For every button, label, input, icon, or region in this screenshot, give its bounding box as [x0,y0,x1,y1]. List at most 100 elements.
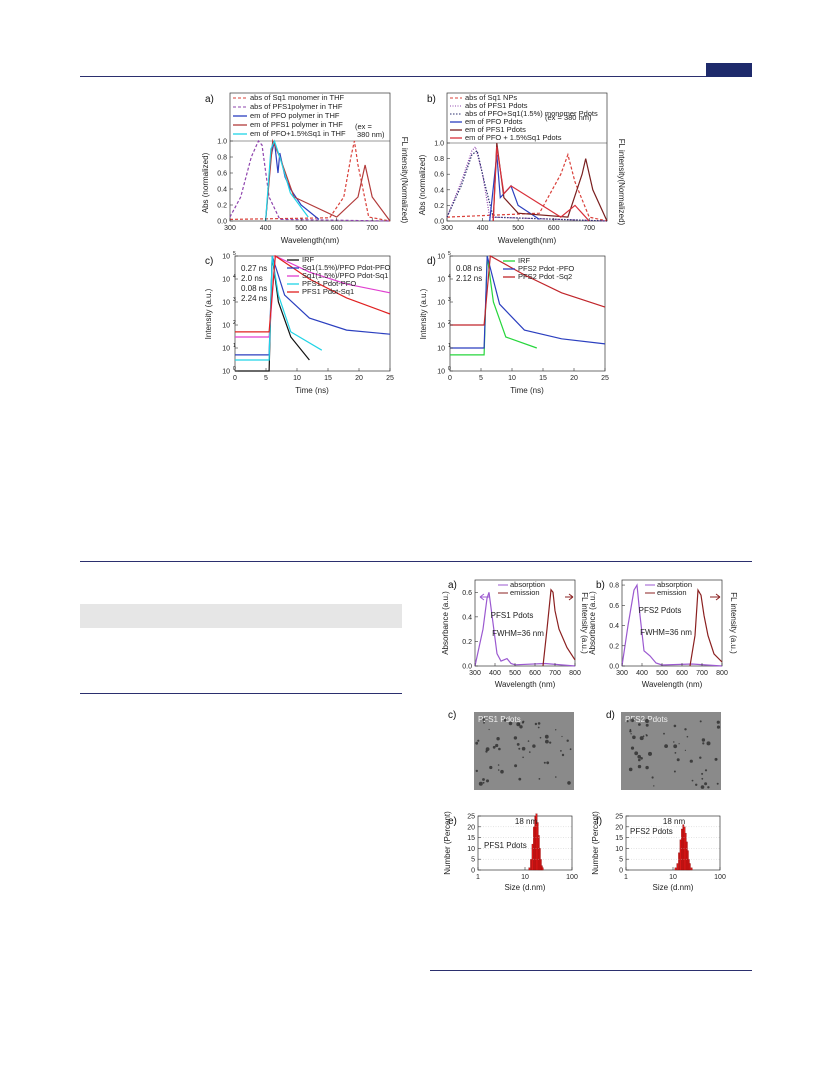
ytick-exp: 1 [233,343,236,349]
hist-e-title: PFS1 Pdots [484,841,527,850]
legend-a-0: abs of Sq1 monomer in THF [250,93,344,102]
legend-d-2: PFS2 Pdot -Sq2 [518,272,572,281]
spec-b-legend-0: absorption [657,580,692,589]
series-a-0 [229,140,391,222]
hist-bar [541,867,544,871]
xtick-label: 500 [512,225,524,232]
spec-b-xticks: 300 400 500 600 700 800 [616,663,728,677]
ytick-label: 0.0 [609,664,619,671]
series-d-0 [450,255,538,356]
spec-a-label: a) [448,580,457,591]
panel-d-xlabel: Time (ns) [510,386,544,395]
legend-b-5: em of PFO + 1.5%Sq1 Pdots [465,133,562,142]
lifetime-c-2: 0.08 ns [241,284,267,293]
ytick-label: 0 [619,868,623,875]
hist-f-ylabel: Number (Percent) [591,811,600,875]
ytick-label: 0.0 [434,219,444,226]
spec-a-ylabel-right: FL intensity (a.u.) [580,592,589,654]
tem-d-label: d) [606,710,615,721]
ytick-label: 0.6 [609,603,619,610]
ytick-label: 0.2 [462,639,472,646]
panel-b-label: b) [427,94,436,105]
ytick-label: 0.4 [217,187,227,194]
hist-e-label: e) [448,816,457,827]
series-b-4 [492,142,608,222]
ytick-exp: 0 [233,366,236,372]
xtick-label: 5 [479,375,483,382]
spec-b: b) absorption emission PFS2 Pdots FWHM=3… [588,579,738,689]
spec-b-label: b) [596,580,605,591]
xtick-label: 1 [624,874,628,881]
panel-c-xlabel: Time (ns) [295,386,329,395]
hist-bar [676,863,679,871]
xtick-label: 0 [448,375,452,382]
hist-f-xticks: 1 10 100 [624,867,726,881]
hist-bar [690,867,693,871]
ytick-label: 10 [437,277,445,284]
ytick-label: 0.0 [217,219,227,226]
ytick-exp: 3 [233,297,236,303]
xtick-label: 400 [477,225,489,232]
ytick-exp: 4 [448,274,451,280]
legend-b-1: abs of PFS1 Pdots [465,101,528,110]
ytick-label: 1.0 [217,139,227,146]
spec-b-axes [621,579,723,667]
legend-b-0: abs of Sq1 NPs [465,93,517,102]
ytick-exp: 0 [448,366,451,372]
ytick-exp: 5 [233,251,236,257]
xtick-label: 500 [295,225,307,232]
spec-b-ylabel-left: Absorbance (a.u.) [588,591,597,655]
table-heading-bar [80,604,402,628]
ytick-label: 0.8 [434,156,444,163]
ytick-label: 10 [437,346,445,353]
hist-bar [679,839,682,871]
xtick-label: 500 [656,670,668,677]
spec-b-title: PFS2 Pdots [639,606,682,615]
hist-bar [678,852,680,871]
spec-a-axes [474,579,576,667]
hist-f-xlabel: Size (d.nm) [653,883,694,892]
panel-a-ylabel-right: FL intensity(Normalized) [400,137,409,224]
hist-e-yticks: 0 5 10 15 20 25 [467,814,481,875]
ytick-label: 0.2 [434,203,444,210]
ytick-label: 25 [615,814,623,821]
xtick-label: 20 [570,375,578,382]
xtick-label: 15 [324,375,332,382]
ytick-label: 0 [471,868,475,875]
xtick-label: 300 [224,225,236,232]
lifetime-c-1: 2.0 ns [241,274,263,283]
series-a-2 [265,140,320,222]
panel-a-xticks: 300 400 500 600 700 [224,218,378,232]
xtick-label: 700 [696,670,708,677]
ytick-exp: 5 [448,251,451,257]
spec-a-title: PFS1 Pdots [491,611,534,620]
xtick-label: 800 [569,670,581,677]
ytick-label: 10 [222,369,230,376]
series-bottom-a-0 [474,592,576,667]
panel-b-axes [446,92,608,222]
ytick-label: 0.4 [609,623,619,630]
panel-a-plot [229,138,391,222]
xtick-label: 25 [386,375,394,382]
tem-c-label: c) [448,710,456,721]
spec-b-yticks: 0.0 0.2 0.4 0.6 0.8 [609,583,625,671]
ytick-label: 0.4 [434,187,444,194]
xtick-label: 700 [366,225,378,232]
hist-f-title: PFS2 Pdots [630,827,673,836]
xtick-label: 800 [716,670,728,677]
lifetime-d-1: 2.12 ns [456,274,482,283]
panel-a-label: a) [205,94,214,105]
panel-b-xticks: 300 400 500 600 700 [441,218,595,232]
lifetime-c-3: 2.24 ns [241,294,267,303]
legend-b-3: em of PFO Pdots [465,117,523,126]
panel-b-plot [446,142,608,222]
series-a-4 [265,139,309,222]
figure-bottom: a) absorption emission PFS1 Pdots FWHM=3… [441,579,738,892]
panel-b-yticks: 0.0 0.2 0.4 0.6 0.8 1.0 [434,141,450,226]
series-a-3 [265,138,391,222]
spec-b-xlabel: Wavelength (nm) [642,680,703,689]
ytick-label: 0.4 [462,614,472,621]
ytick-label: 0.6 [217,171,227,178]
ytick-label: 0.8 [609,583,619,590]
panel-b-ylabel-left: Abs (normalized) [418,154,427,215]
